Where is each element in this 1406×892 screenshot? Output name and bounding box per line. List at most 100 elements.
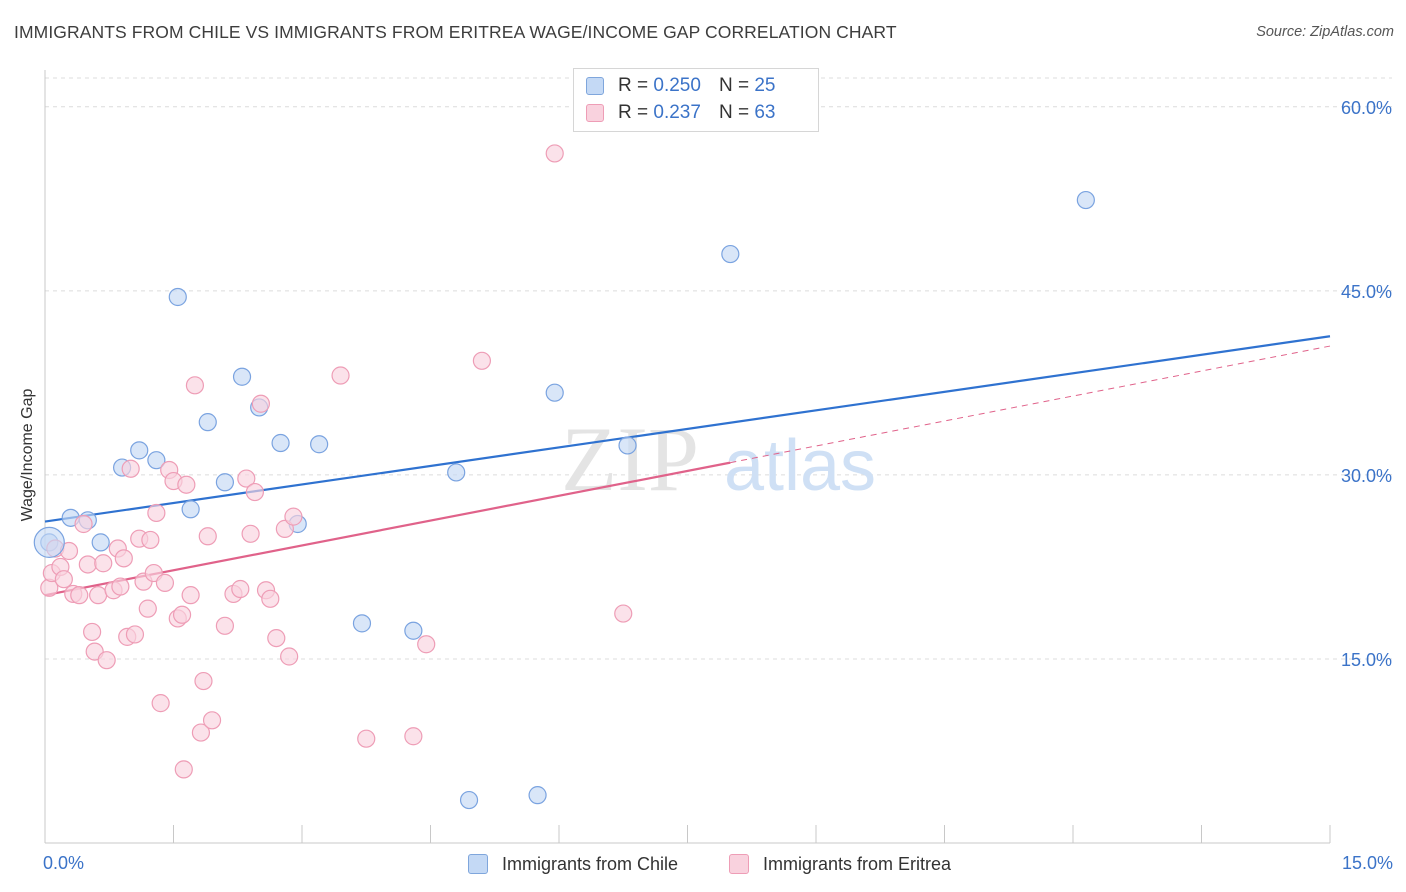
r-label: R = xyxy=(618,75,649,96)
point-eritrea xyxy=(70,586,89,605)
point-chile xyxy=(310,435,329,454)
trend-extension-eritrea xyxy=(730,345,1331,464)
n-label: N = xyxy=(718,102,750,123)
point-eritrea xyxy=(251,394,270,413)
point-eritrea xyxy=(111,577,130,596)
point-eritrea xyxy=(280,647,299,666)
y-tick-label: 15.0% xyxy=(1341,650,1392,670)
point-chile xyxy=(181,500,200,519)
y-tick-label: 60.0% xyxy=(1341,98,1392,118)
legend-label-chile: Immigrants from Chile xyxy=(502,853,679,874)
stats-legend: R = 0.250 N = 25 R = 0.237 N = 63 xyxy=(573,68,819,132)
point-chile xyxy=(1076,190,1095,210)
point-chile xyxy=(130,441,149,460)
r-value: 0.250 xyxy=(653,75,701,96)
legend-swatch-eritrea xyxy=(729,854,749,874)
point-eritrea xyxy=(472,351,491,370)
point-chile xyxy=(447,463,466,482)
chart-title: IMMIGRANTS FROM CHILE VS IMMIGRANTS FROM… xyxy=(14,22,897,42)
point-eritrea xyxy=(404,727,423,746)
point-eritrea xyxy=(241,524,260,543)
point-chile-large xyxy=(33,526,65,558)
point-eritrea xyxy=(275,519,294,538)
point-chile xyxy=(528,786,547,805)
n-value: 25 xyxy=(754,75,776,96)
point-eritrea xyxy=(74,514,93,534)
point-eritrea xyxy=(138,599,157,618)
point-chile xyxy=(198,413,217,432)
legend-swatch-chile xyxy=(586,77,604,95)
point-chile xyxy=(721,244,740,264)
n-value: 63 xyxy=(754,102,776,123)
axes xyxy=(44,70,1331,844)
grid-lines xyxy=(45,77,1392,660)
point-eritrea xyxy=(237,469,256,488)
x-tick-label: 0.0% xyxy=(43,853,84,873)
point-eritrea xyxy=(417,635,436,654)
point-eritrea xyxy=(174,760,193,779)
point-chile xyxy=(147,451,166,470)
point-eritrea xyxy=(97,651,116,670)
point-eritrea xyxy=(83,622,102,642)
legend-item-chile[interactable]: Immigrants from Chile xyxy=(468,851,678,877)
y-axis-label: Wage/Income Gap xyxy=(19,388,36,522)
x-tick-label: 15.0% xyxy=(1342,853,1393,873)
point-eritrea xyxy=(121,459,140,478)
watermark-atlas: atlas xyxy=(724,426,876,506)
point-eritrea xyxy=(202,711,222,730)
legend-item-eritrea[interactable]: Immigrants from Eritrea xyxy=(729,851,951,877)
r-label: R = xyxy=(618,102,649,123)
data-points xyxy=(33,144,1095,810)
point-chile xyxy=(168,287,187,307)
n-label: N = xyxy=(718,75,750,96)
source-credit: Source: ZipAtlas.com xyxy=(1256,24,1394,40)
point-eritrea xyxy=(284,507,303,526)
point-eritrea xyxy=(194,671,213,691)
point-eritrea xyxy=(267,628,286,648)
point-eritrea xyxy=(177,475,196,494)
point-eritrea xyxy=(191,723,211,742)
point-eritrea xyxy=(147,503,166,523)
point-chile xyxy=(232,367,252,386)
point-eritrea xyxy=(89,586,108,605)
point-chile xyxy=(271,433,290,453)
legend-row-eritrea: R = 0.237 N = 63 xyxy=(586,101,775,125)
legend-row-chile: R = 0.250 N = 25 xyxy=(586,74,775,98)
point-eritrea xyxy=(185,376,205,395)
point-chile xyxy=(352,614,372,633)
point-chile xyxy=(215,473,234,492)
point-eritrea xyxy=(331,366,350,385)
watermark-zip: ZIP xyxy=(561,408,699,510)
point-eritrea xyxy=(198,527,217,546)
point-eritrea xyxy=(151,694,170,713)
point-eritrea xyxy=(78,555,97,574)
y-tick-label: 45.0% xyxy=(1341,282,1392,302)
point-eritrea xyxy=(245,482,264,502)
point-eritrea xyxy=(155,573,175,592)
point-eritrea xyxy=(614,604,633,623)
point-chile xyxy=(404,621,423,640)
point-chile xyxy=(545,383,564,402)
point-chile xyxy=(91,533,110,552)
legend-swatch-chile xyxy=(468,854,488,874)
point-eritrea xyxy=(141,530,160,550)
legend-swatch-eritrea xyxy=(586,104,604,122)
watermark: ZIP atlas xyxy=(561,408,876,510)
point-eritrea xyxy=(261,589,280,608)
point-eritrea xyxy=(125,625,145,644)
point-eritrea xyxy=(172,605,192,624)
point-eritrea xyxy=(114,549,133,568)
y-tick-label: 30.0% xyxy=(1341,466,1392,486)
tick-labels: 15.0% 30.0% 45.0% 60.0% 0.0% 15.0% xyxy=(43,98,1393,873)
point-eritrea xyxy=(215,616,234,635)
point-eritrea xyxy=(54,570,73,589)
r-value: 0.237 xyxy=(653,102,701,123)
point-eritrea xyxy=(545,144,564,163)
point-chile xyxy=(618,436,637,455)
legend-label-eritrea: Immigrants from Eritrea xyxy=(763,853,952,874)
point-eritrea xyxy=(357,729,376,748)
point-eritrea xyxy=(181,586,200,605)
point-eritrea xyxy=(94,554,113,573)
point-chile xyxy=(459,790,479,810)
